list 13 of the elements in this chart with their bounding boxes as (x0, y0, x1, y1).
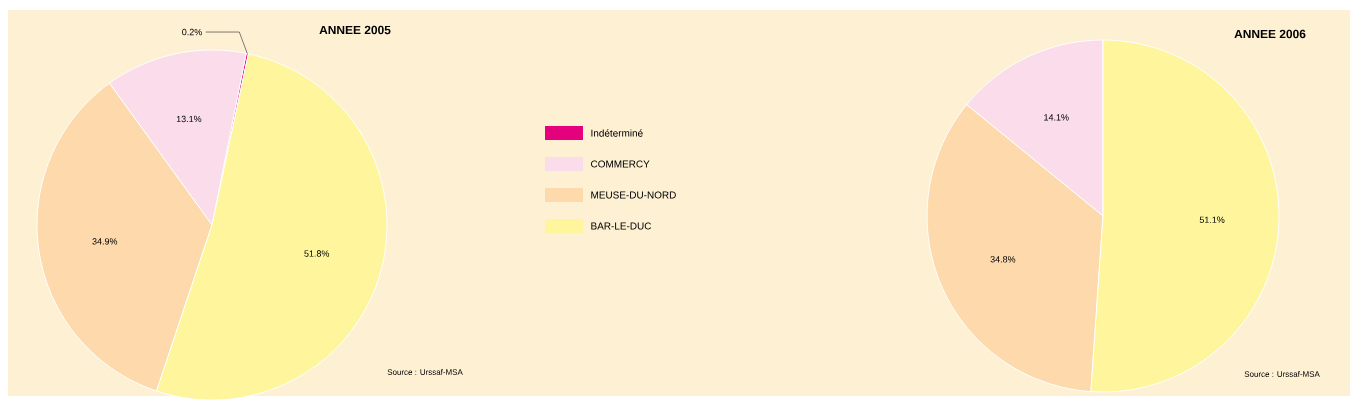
legend-label: COMMERCY (591, 160, 650, 168)
data-label: 14.1% (1044, 114, 1069, 121)
chart-title: ANNEE 2005 (319, 25, 391, 35)
data-label: 51.1% (1199, 216, 1225, 223)
data-label: 34.8% (990, 256, 1016, 263)
data-label: 13.1% (176, 115, 202, 123)
legend-label: MEUSE-DU-NORD (591, 191, 676, 199)
data-label: 34.9% (92, 238, 118, 245)
data-label: 0.2% (182, 28, 202, 36)
legend-label: BAR-LE-DUC (591, 222, 652, 230)
legend-label: Indéterminé (591, 129, 643, 137)
data-label: 51.8% (304, 250, 330, 257)
chart-title: ANNEE 2006 (1234, 29, 1306, 39)
